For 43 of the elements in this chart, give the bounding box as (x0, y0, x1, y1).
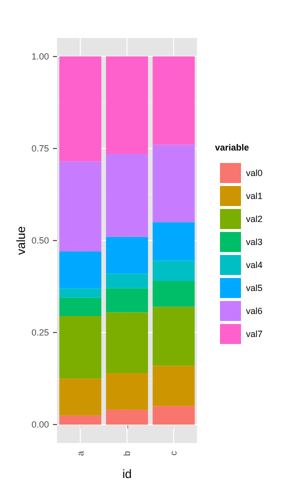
legend-label: val1 (246, 191, 263, 201)
bar (152, 56, 195, 145)
bar (106, 154, 148, 237)
y-tick-label: 0.25 (31, 328, 49, 338)
bar (59, 316, 102, 379)
bar (106, 373, 148, 410)
legend-label: val0 (246, 168, 263, 178)
bar (59, 378, 102, 416)
bar (59, 161, 102, 252)
y-axis-title: value (14, 226, 28, 255)
bar (152, 306, 195, 366)
bar (106, 56, 148, 154)
legend-title: variable (215, 142, 250, 152)
legend-label: val3 (246, 237, 263, 247)
legend-label: val4 (246, 260, 263, 270)
bar (106, 236, 148, 274)
bar (59, 298, 102, 316)
bar (59, 56, 102, 162)
bar (152, 366, 195, 406)
bar (106, 288, 148, 312)
bar (106, 312, 148, 374)
legend-label: val2 (246, 214, 263, 224)
legend-label: val7 (246, 329, 263, 339)
bar (152, 406, 195, 425)
y-tick-label: 0.50 (31, 236, 49, 246)
bar (106, 410, 148, 425)
legend-label: val6 (246, 306, 263, 316)
x-axis-title: id (122, 467, 132, 481)
bar (59, 288, 102, 298)
bar (59, 415, 102, 425)
y-tick-label: 0.00 (31, 420, 49, 430)
y-tick-label: 1.00 (31, 51, 49, 62)
bar (152, 144, 195, 222)
x-tick-label: b (122, 451, 132, 456)
bar (152, 260, 195, 281)
x-tick-label: a (75, 451, 86, 456)
bar (152, 281, 195, 307)
bar (59, 252, 102, 288)
y-tick-label: 0.75 (31, 143, 49, 154)
x-tick-label: c (168, 450, 179, 456)
bar (106, 274, 148, 288)
legend-label: val5 (246, 283, 263, 293)
bar (152, 222, 195, 261)
